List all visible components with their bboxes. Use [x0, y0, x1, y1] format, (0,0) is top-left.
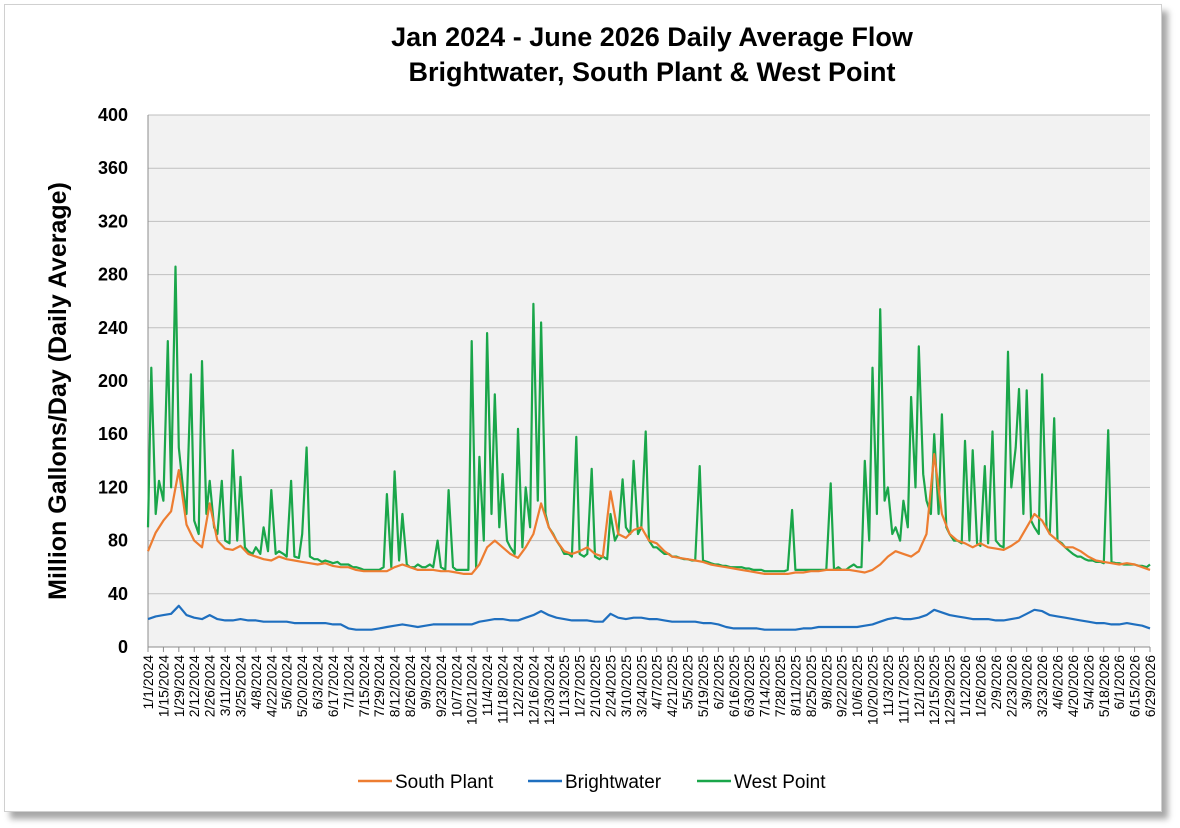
x-tick-label: 6/16/2025	[726, 655, 742, 717]
x-tick-label: 7/28/2025	[772, 655, 788, 717]
x-tick-label: 3/10/2025	[618, 655, 634, 717]
x-tick-label: 7/14/2025	[757, 655, 773, 717]
x-tick-label: 1/15/2024	[155, 655, 171, 717]
y-tick-label: 120	[98, 477, 128, 497]
x-tick-label: 2/10/2025	[587, 655, 603, 717]
x-tick-label: 5/20/2024	[294, 655, 310, 717]
x-tick-label: 11/3/2025	[880, 655, 896, 716]
x-tick-label: 7/15/2024	[356, 655, 372, 717]
legend-label: West Point	[734, 772, 826, 793]
x-tick-label: 1/29/2024	[171, 655, 187, 717]
legend-label: Brightwater	[565, 772, 662, 793]
x-tick-label: 3/25/2024	[232, 655, 248, 717]
x-tick-label: 10/21/2024	[464, 655, 480, 725]
x-tick-label: 9/23/2024	[433, 655, 449, 717]
x-tick-label: 1/27/2025	[572, 655, 588, 717]
x-tick-label: 5/18/2026	[1096, 655, 1112, 717]
x-tick-label: 12/2/2024	[510, 655, 526, 717]
y-axis-label: Million Gallons/Day (Daily Average)	[44, 182, 72, 600]
x-tick-label: 8/11/2025	[787, 655, 803, 716]
x-tick-label: 4/7/2025	[649, 655, 665, 710]
chart-title-line-1: Jan 2024 - June 2026 Daily Average Flow	[391, 22, 914, 52]
y-tick-label: 80	[108, 531, 128, 551]
x-tick-label: 3/24/2025	[633, 655, 649, 717]
legend-label: South Plant	[395, 772, 494, 793]
x-tick-label: 4/20/2026	[1065, 655, 1081, 717]
y-tick-label: 280	[98, 265, 128, 285]
y-tick-label: 400	[98, 105, 128, 125]
x-tick-label: 7/29/2024	[371, 655, 387, 717]
series-line-brightwater	[147, 604, 1151, 631]
y-tick-label: 360	[98, 158, 128, 178]
y-axis-ticks: 0 40 80 120 160 200 240 280 320 360 400	[98, 105, 128, 657]
x-tick-label: 12/30/2024	[541, 655, 557, 725]
x-tick-label: 11/18/2024	[495, 655, 511, 724]
x-tick-label: 6/15/2026	[1127, 655, 1143, 717]
x-tick-label: 5/4/2026	[1080, 655, 1096, 710]
x-tick-label: 6/30/2025	[741, 655, 757, 717]
y-tick-label: 240	[98, 318, 128, 338]
x-tick-label: 12/15/2025	[926, 655, 942, 725]
x-tick-label: 1/1/2024	[140, 655, 156, 710]
x-tick-label: 11/17/2025	[895, 655, 911, 724]
x-tick-label: 8/25/2025	[803, 655, 819, 717]
x-tick-label: 11/4/2024	[479, 655, 495, 716]
x-tick-label: 1/26/2026	[972, 655, 988, 717]
x-tick-label: 5/5/2025	[680, 655, 696, 710]
x-tick-label: 3/9/2026	[1019, 655, 1035, 710]
x-tick-label: 10/20/2025	[865, 655, 881, 725]
x-tick-label: 9/8/2025	[818, 655, 834, 710]
legend: South Plant Brightwater West Point	[358, 772, 826, 793]
y-tick-label: 160	[98, 424, 128, 444]
x-tick-label: 10/6/2025	[849, 655, 865, 717]
x-tick-label: 3/11/2024	[217, 655, 233, 716]
y-tick-label: 40	[108, 584, 128, 604]
x-tick-label: 2/24/2025	[602, 655, 618, 717]
x-tick-label: 9/9/2024	[417, 655, 433, 710]
x-tick-label: 6/1/2026	[1111, 655, 1127, 710]
chart-title: Jan 2024 - June 2026 Daily Average Flow B…	[391, 22, 914, 87]
x-tick-label: 12/29/2025	[942, 655, 958, 725]
x-tick-label: 4/6/2026	[1050, 655, 1066, 710]
x-tick-label: 6/17/2024	[325, 655, 341, 717]
chart-title-line-2: Brightwater, South Plant & West Point	[408, 57, 895, 87]
x-tick-label: 4/22/2024	[263, 655, 279, 717]
x-tick-label: 6/29/2026	[1142, 655, 1158, 717]
x-tick-label: 8/26/2024	[402, 655, 418, 717]
x-axis-ticks: 1/1/2024 1/15/2024 1/29/2024 2/12/2024 2/26/…	[140, 647, 1158, 725]
x-tick-label: 1/12/2026	[957, 655, 973, 717]
x-tick-label: 6/2/2025	[710, 655, 726, 710]
y-tick-label: 200	[98, 371, 128, 391]
x-tick-label: 1/13/2025	[556, 655, 572, 717]
x-tick-label: 8/12/2024	[387, 655, 403, 717]
x-tick-label: 9/22/2025	[834, 655, 850, 717]
x-tick-label: 12/16/2024	[525, 655, 541, 725]
x-tick-label: 5/6/2024	[279, 655, 295, 710]
x-tick-label: 10/7/2024	[448, 655, 464, 717]
series-lines	[146, 265, 1151, 631]
x-tick-label: 2/23/2026	[1003, 655, 1019, 717]
x-tick-label: 3/23/2026	[1034, 655, 1050, 717]
x-tick-label: 2/9/2026	[988, 655, 1004, 710]
y-tick-label: 320	[98, 211, 128, 231]
x-tick-label: 4/8/2024	[248, 655, 264, 710]
x-tick-label: 2/12/2024	[186, 655, 202, 717]
x-tick-label: 2/26/2024	[202, 655, 218, 717]
x-tick-label: 5/19/2025	[695, 655, 711, 717]
x-tick-label: 6/3/2024	[310, 655, 326, 710]
series-line-south-plant	[146, 453, 1151, 575]
x-tick-label: 4/21/2025	[664, 655, 680, 717]
x-tick-label: 7/1/2024	[340, 655, 356, 710]
y-tick-label: 0	[118, 637, 128, 657]
x-tick-label: 12/1/2025	[911, 655, 927, 717]
